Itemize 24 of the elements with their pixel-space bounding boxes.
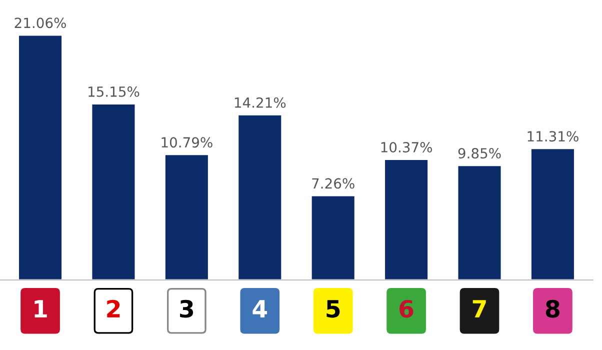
- bar: [530, 148, 576, 280]
- bar: [164, 154, 210, 280]
- x-tick-label: 2: [107, 300, 120, 318]
- x-tick-label: 3: [180, 300, 194, 318]
- data-label: 9.85%: [458, 148, 501, 159]
- x-tick-label: 8: [546, 300, 560, 318]
- bar: [310, 194, 356, 280]
- bar: [237, 114, 283, 280]
- bar: [456, 164, 502, 280]
- x-tick-label: 7: [472, 300, 486, 318]
- data-label: 7.26%: [312, 178, 354, 189]
- data-label: 10.79%: [162, 137, 212, 148]
- x-tick-label: 5: [326, 300, 340, 318]
- data-label: 14.21%: [234, 97, 286, 108]
- data-label: 15.15%: [88, 86, 140, 97]
- bar: [18, 34, 63, 280]
- x-tick-label: 4: [252, 300, 268, 318]
- x-tick-label: 1: [34, 300, 47, 318]
- data-label: 11.31%: [528, 131, 578, 142]
- bar: [90, 103, 136, 280]
- bar: [384, 158, 429, 280]
- data-label: 21.06%: [14, 18, 66, 28]
- data-label: 10.37%: [381, 142, 432, 153]
- x-tick-label: 6: [400, 300, 414, 318]
